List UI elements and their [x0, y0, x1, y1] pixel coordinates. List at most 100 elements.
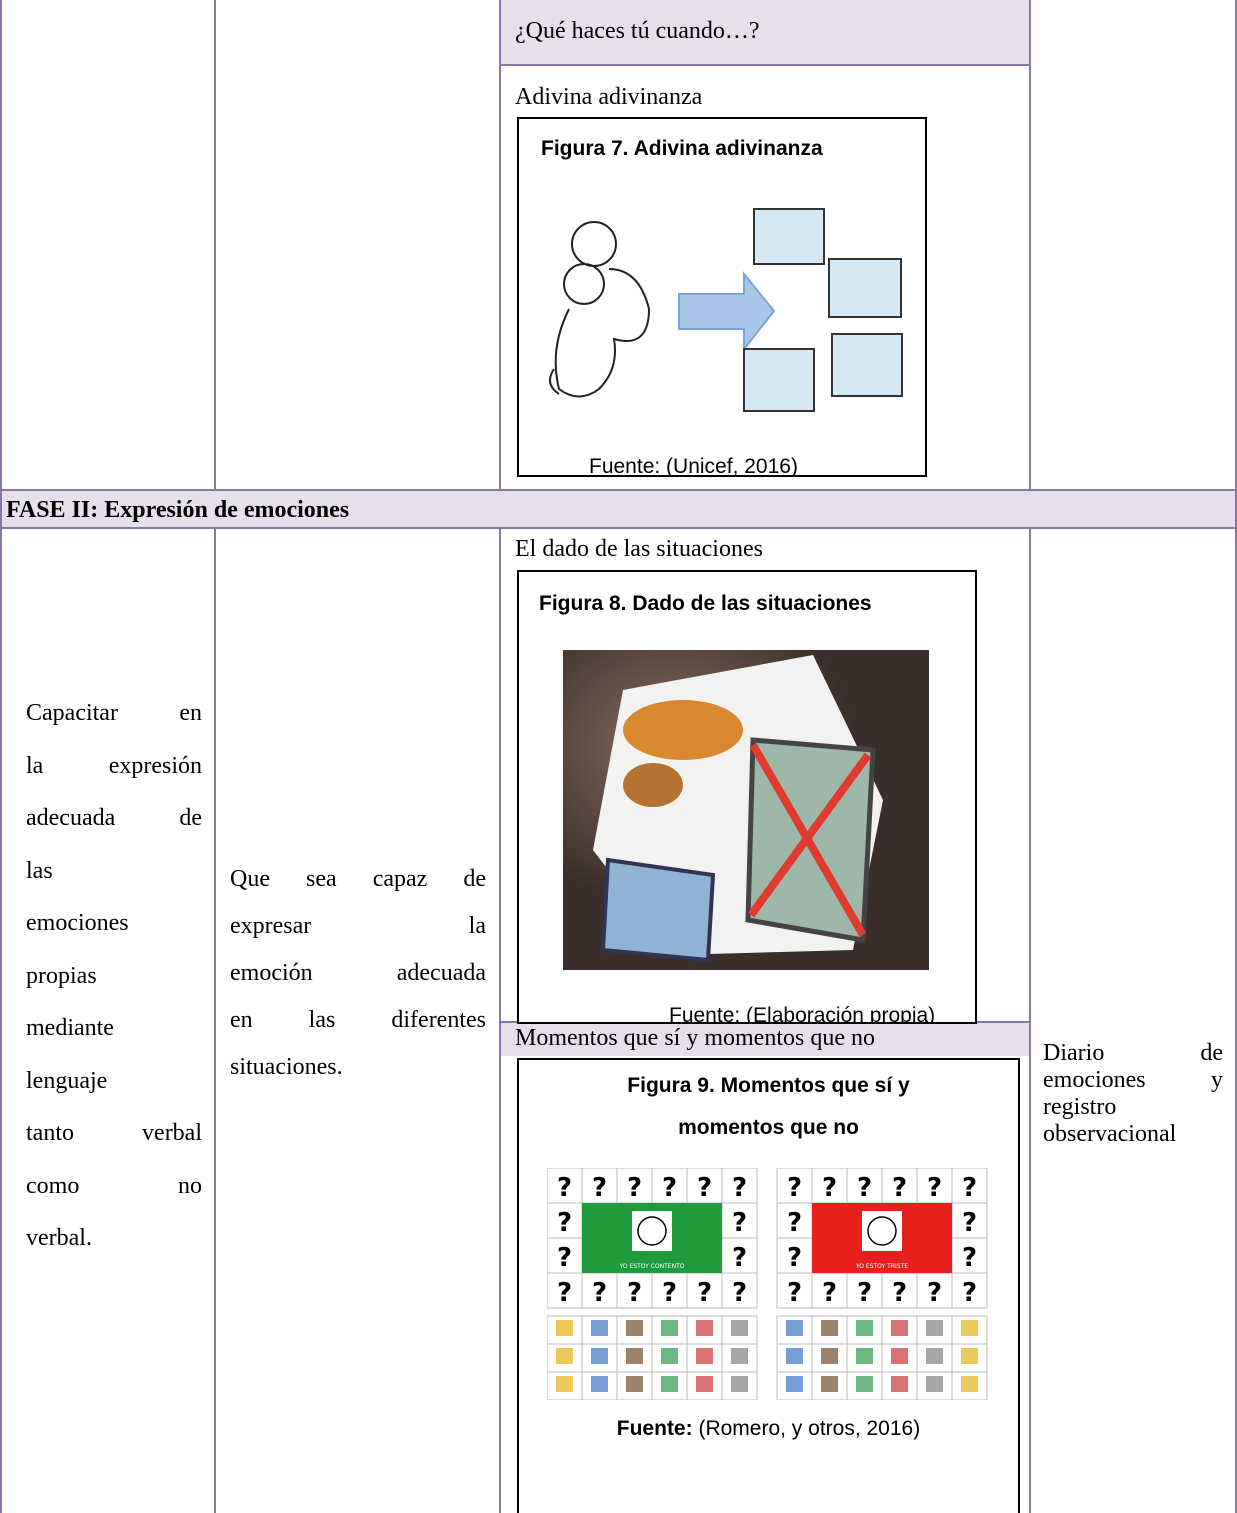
pictogram — [786, 1320, 803, 1336]
symbol: ? — [557, 1173, 572, 1203]
symbol: ? — [962, 1243, 977, 1273]
cell-bg — [500, 1022, 1030, 1056]
cell — [846, 1272, 883, 1309]
figure-title: Figura 7. Adivina adivinanza — [541, 137, 823, 160]
figure-title: Figura 9. Momentos que sí y — [627, 1074, 910, 1097]
objective-line: mediante — [26, 1015, 114, 1041]
face — [867, 1216, 897, 1246]
symbol: ? — [732, 1278, 747, 1308]
objective-line: las — [26, 857, 53, 884]
border — [0, 489, 1237, 491]
activity: ¿Qué haces tú cuando…? — [515, 18, 760, 44]
pictogram — [856, 1376, 873, 1392]
objective-line: tanto verbal — [26, 1120, 202, 1146]
pictogram — [856, 1348, 873, 1364]
pictogram — [961, 1348, 978, 1364]
pictogram — [891, 1376, 908, 1392]
symbol: ? — [732, 1173, 747, 1203]
symbol: ? — [787, 1208, 802, 1238]
figure-source: Fuente: (Romero, y otros, 2016) — [519, 1417, 1018, 1441]
phase-title: FASE II: Expresión de emociones — [6, 497, 350, 523]
cell — [547, 1272, 583, 1309]
activity: Momentos que sí y momentos que no — [515, 1025, 875, 1051]
figure-title: momentos que no — [678, 1116, 859, 1139]
border — [0, 527, 1237, 529]
objective-line: verbal. — [26, 1225, 92, 1251]
cell — [881, 1272, 918, 1309]
objective-line: Capacitar en — [26, 700, 202, 726]
symbol: ? — [927, 1173, 942, 1203]
figure: Figura 7. Adivina adivinanza Fuente: (Un… — [517, 117, 927, 477]
figure-title: Figura 8. Dado de las situaciones — [539, 592, 872, 615]
pictogram — [961, 1320, 978, 1336]
symbol: ? — [732, 1243, 747, 1273]
objective-line: la expresión — [26, 752, 202, 779]
symbol: ? — [892, 1278, 907, 1308]
symbol: ? — [822, 1173, 837, 1203]
border — [1029, 0, 1031, 490]
objective-line: emociones — [26, 910, 129, 936]
symbol: ? — [732, 1208, 747, 1238]
pictogram — [591, 1348, 608, 1364]
cell — [811, 1272, 848, 1309]
border — [214, 528, 216, 1513]
pictogram — [891, 1348, 908, 1364]
evaluation-line: observacional — [1043, 1121, 1177, 1147]
symbol: ? — [592, 1278, 607, 1308]
cell — [616, 1272, 653, 1309]
pictogram — [696, 1376, 713, 1392]
goal-line: situaciones. — [230, 1054, 343, 1080]
pictogram — [696, 1320, 713, 1336]
cell — [776, 1237, 813, 1274]
border — [500, 64, 1030, 66]
objective-line: lenguaje — [26, 1067, 108, 1094]
figure-image — [563, 650, 929, 970]
cell — [951, 1272, 988, 1309]
symbol: ? — [787, 1243, 802, 1273]
cell — [776, 1168, 813, 1204]
pictogram — [821, 1348, 838, 1364]
source-label: Fuente: — [616, 1417, 693, 1440]
cell — [651, 1272, 688, 1309]
pictogram — [821, 1376, 838, 1392]
objective-line: como no — [26, 1172, 202, 1199]
symbol: ? — [592, 1173, 607, 1203]
symbol: ? — [892, 1173, 907, 1203]
pictogram — [626, 1320, 643, 1336]
pictogram — [556, 1348, 573, 1364]
face — [637, 1216, 667, 1246]
pictogram — [696, 1348, 713, 1364]
symbol: ? — [697, 1173, 712, 1203]
pictogram — [856, 1320, 873, 1336]
pictogram — [661, 1348, 678, 1364]
cell — [547, 1237, 583, 1274]
cell — [916, 1272, 953, 1309]
symbol: ? — [557, 1278, 572, 1308]
pictogram — [626, 1348, 643, 1364]
symbol: ? — [822, 1278, 837, 1308]
goal-line: expresar la — [230, 913, 486, 939]
border — [214, 0, 216, 490]
symbol: ? — [962, 1208, 977, 1238]
figure: Figura 9. Momentos que sí y momentos que… — [517, 1058, 1020, 1513]
cell — [951, 1202, 988, 1239]
pictogram — [731, 1320, 748, 1336]
cell-bg — [500, 0, 1030, 65]
pictogram — [626, 1376, 643, 1392]
symbol: ? — [857, 1278, 872, 1308]
pictogram — [591, 1320, 608, 1336]
pictogram — [786, 1348, 803, 1364]
pictogram — [891, 1320, 908, 1336]
pictogram — [786, 1376, 803, 1392]
border — [499, 0, 501, 490]
symbol: ? — [627, 1278, 642, 1308]
pictogram — [661, 1320, 678, 1336]
pictogram — [591, 1376, 608, 1392]
cell — [547, 1202, 583, 1239]
phase-bg — [0, 490, 1237, 528]
symbol: ? — [962, 1173, 977, 1203]
goal-line: emoción adecuada — [230, 960, 486, 986]
symbol: ? — [962, 1278, 977, 1308]
pictogram — [731, 1348, 748, 1364]
